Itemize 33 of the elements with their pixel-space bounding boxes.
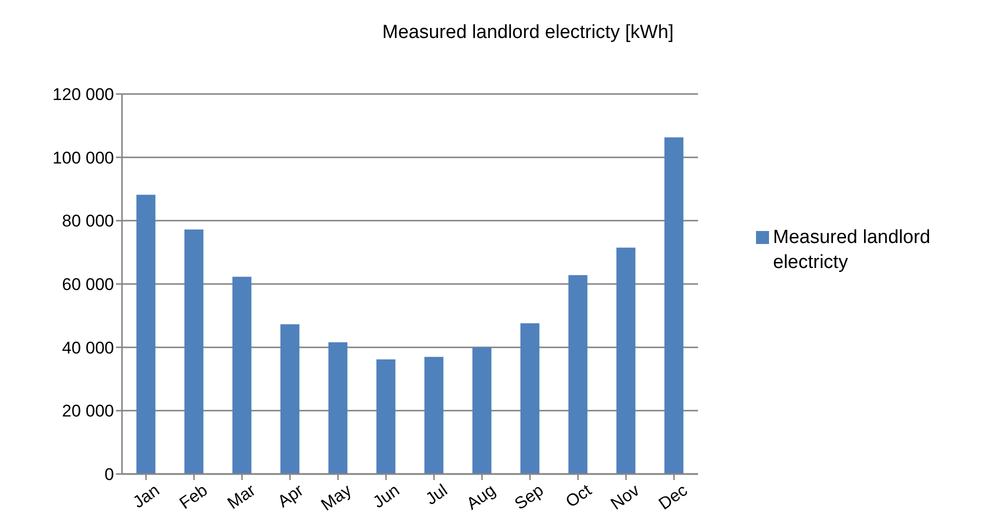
bar [232,276,252,474]
y-tick-label: 80 000 [62,212,114,231]
bar [280,324,300,474]
y-tick-label: 60 000 [62,275,114,294]
y-tick-label: 20 000 [62,402,114,421]
y-tick-label: 40 000 [62,338,114,358]
x-tick-label: Jan [130,480,163,512]
x-tick-label: Dec [655,480,692,514]
y-tick-label: 120 000 [52,85,114,104]
y-tick-label: 100 000 [52,148,114,168]
chart-title: Measured landlord electricty [kWh] [381,22,675,44]
x-tick-label: Feb [176,480,211,513]
x-tick-label: Nov [607,480,644,514]
bar [664,137,684,474]
bar [184,230,204,474]
bar [328,342,348,474]
x-tick-label: Apr [274,480,308,512]
bar [568,275,588,474]
x-tick-label: May [318,480,356,515]
x-tick-label: Mar [224,480,260,513]
bar [136,194,156,474]
x-tick-label: Aug [463,480,499,514]
x-tick-label: Sep [511,480,547,514]
x-tick-label: Oct [562,480,596,512]
bar [616,248,636,474]
x-tick-label: Jul [422,480,451,509]
bar [376,359,396,474]
bar [472,347,492,474]
legend-label: Measured landlord electricty [773,226,932,275]
y-tick-label: 0 [104,465,114,484]
bar [424,356,444,474]
bar [520,323,540,474]
x-tick-label: Jun [370,480,403,512]
